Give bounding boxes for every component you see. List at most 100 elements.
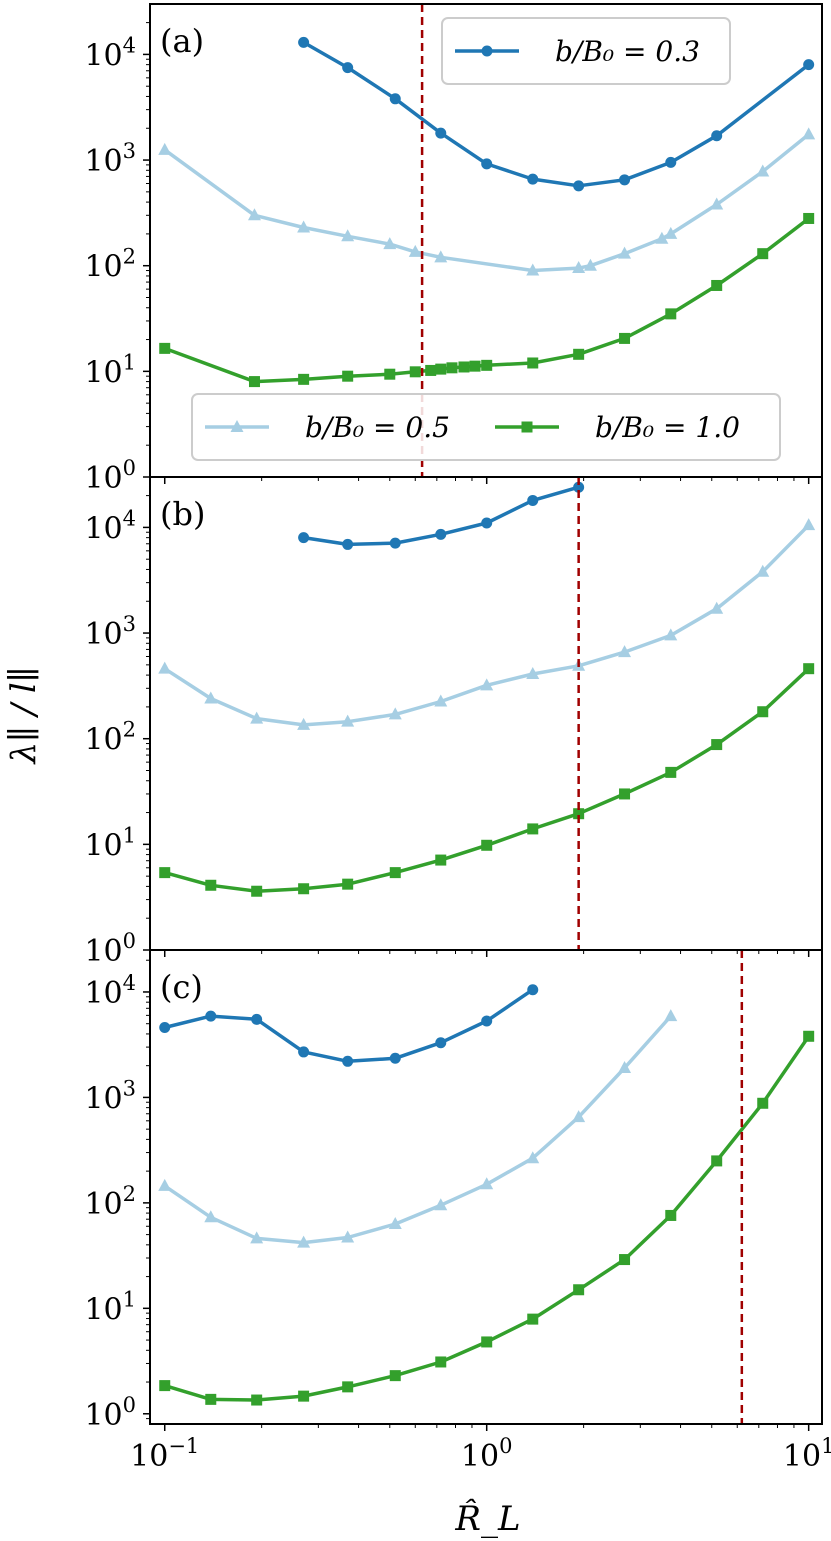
data-point-b05 (480, 678, 494, 691)
data-point-b10 (298, 373, 310, 385)
data-point-b10 (481, 359, 493, 371)
legend-box (191, 393, 781, 461)
data-point-b05 (664, 1009, 678, 1022)
data-point-b10 (446, 362, 458, 374)
y-tick-label: 101 (84, 1287, 136, 1327)
data-point-b10 (527, 357, 539, 369)
data-point-b03 (389, 537, 401, 549)
data-point-b05 (297, 717, 311, 730)
data-point-b10 (342, 370, 354, 382)
data-point-b10 (665, 308, 677, 320)
legend-marker-b03 (481, 45, 493, 57)
data-point-b05 (802, 518, 816, 531)
data-point-b05 (664, 628, 678, 641)
panel-label: (a) (160, 22, 204, 60)
data-point-b10 (409, 366, 421, 378)
data-point-b03 (573, 481, 585, 493)
data-point-b10 (619, 332, 631, 344)
data-point-b03 (342, 538, 354, 550)
data-point-b10 (573, 348, 585, 360)
data-point-b10 (469, 360, 481, 372)
data-point-b03 (527, 984, 539, 996)
data-point-b10 (298, 1390, 310, 1402)
data-point-b10 (435, 1356, 447, 1368)
data-point-b05 (297, 220, 311, 233)
data-point-b10 (757, 706, 769, 718)
data-point-b03 (481, 158, 493, 170)
data-point-b05 (341, 1230, 355, 1243)
data-point-b05 (655, 231, 669, 244)
data-point-b05 (572, 1110, 586, 1123)
data-point-b10 (711, 1155, 723, 1167)
data-point-b03 (342, 1055, 354, 1067)
data-point-b03 (159, 1022, 171, 1034)
data-point-b03 (298, 1046, 310, 1058)
data-point-b05 (158, 1178, 172, 1191)
x-tick-label: 100 (461, 1434, 513, 1474)
data-point-b10 (527, 823, 539, 835)
data-point-b05 (158, 661, 172, 674)
series-line-b05 (163, 523, 810, 727)
data-point-b10 (342, 878, 354, 890)
series-line-b10 (164, 217, 810, 384)
data-point-b03 (389, 1052, 401, 1064)
data-point-b05 (408, 244, 422, 257)
data-point-b10 (573, 808, 585, 820)
data-point-b10 (384, 368, 396, 380)
data-point-b05 (434, 250, 448, 263)
data-point-b03 (573, 180, 585, 192)
legend-box (441, 17, 731, 85)
series-group (158, 481, 816, 897)
data-point-b05 (756, 164, 770, 177)
data-point-b10 (711, 279, 723, 291)
y-tick-label: 104 (84, 33, 136, 73)
legend-marker-b10 (521, 421, 533, 433)
data-point-b03 (435, 528, 447, 540)
data-point-b10 (481, 1336, 493, 1348)
data-point-b05 (341, 714, 355, 727)
data-point-b05 (710, 601, 724, 614)
data-point-b10 (248, 376, 260, 388)
data-point-b10 (803, 1030, 815, 1042)
x-axis-label: R̂_L (454, 1498, 520, 1539)
data-point-b05 (297, 1235, 311, 1248)
data-point-b03 (711, 130, 723, 142)
data-point-b03 (251, 1013, 263, 1025)
data-point-b03 (205, 1010, 217, 1022)
data-point-b05 (618, 246, 632, 259)
legend-label-b03: b/B₀ = 0.3 (555, 35, 700, 68)
data-point-b03 (527, 494, 539, 506)
data-point-b10 (481, 839, 493, 851)
data-point-b03 (435, 1037, 447, 1049)
series-line-b03 (164, 988, 534, 1064)
data-point-b10 (573, 1284, 585, 1296)
data-point-b05 (250, 1231, 264, 1244)
series-group (158, 984, 815, 1406)
data-point-b10 (159, 867, 171, 879)
data-point-b05 (383, 237, 397, 250)
panel-label: (b) (160, 495, 205, 533)
series-line-b05 (163, 1014, 673, 1245)
data-point-b10 (458, 361, 470, 373)
data-point-b05 (250, 711, 264, 724)
data-point-b03 (389, 93, 401, 105)
data-point-b03 (481, 517, 493, 529)
data-point-b10 (425, 364, 437, 376)
data-point-b10 (435, 854, 447, 866)
data-point-b05 (434, 1198, 448, 1211)
data-point-b05 (204, 1210, 218, 1223)
data-point-b05 (158, 142, 172, 155)
data-point-b05 (204, 691, 218, 704)
y-axis-label: λ∥ / l∥ (4, 667, 44, 766)
y-tick-label: 100 (84, 1393, 136, 1433)
y-tick-label: 103 (84, 1076, 136, 1116)
data-point-b10 (757, 1097, 769, 1109)
data-point-b05 (583, 258, 597, 271)
data-point-b10 (665, 766, 677, 778)
data-point-b05 (526, 263, 540, 276)
panel-c: 100 101 102 103 104 (c) (84, 949, 823, 1433)
data-point-b10 (342, 1381, 354, 1393)
data-point-b03 (665, 156, 677, 168)
data-point-b05 (526, 1151, 540, 1164)
